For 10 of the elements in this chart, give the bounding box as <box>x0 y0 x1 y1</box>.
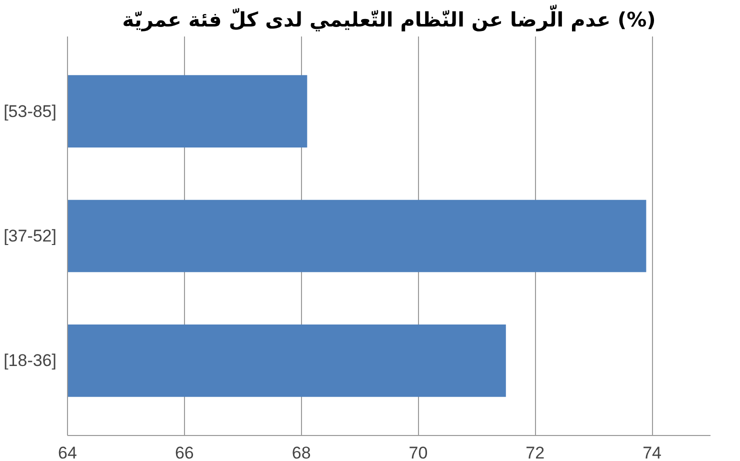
x-tick-label: 66 <box>174 444 194 461</box>
x-tick-label: 74 <box>642 444 662 461</box>
x-tick-label: 70 <box>408 444 428 461</box>
x-tick-label: 64 <box>58 444 77 461</box>
y-tick-label: [18-36] <box>4 351 57 370</box>
x-tick-label: 72 <box>526 444 545 461</box>
y-tick-label: [37-52] <box>4 226 57 246</box>
x-tick-label: 68 <box>292 444 311 461</box>
y-tick-label: [53-85] <box>4 102 57 121</box>
chart-title: عدم الّرضا عن النّظام التّعليمي لدى كلّ فئة عمريّة (%) <box>122 4 656 32</box>
